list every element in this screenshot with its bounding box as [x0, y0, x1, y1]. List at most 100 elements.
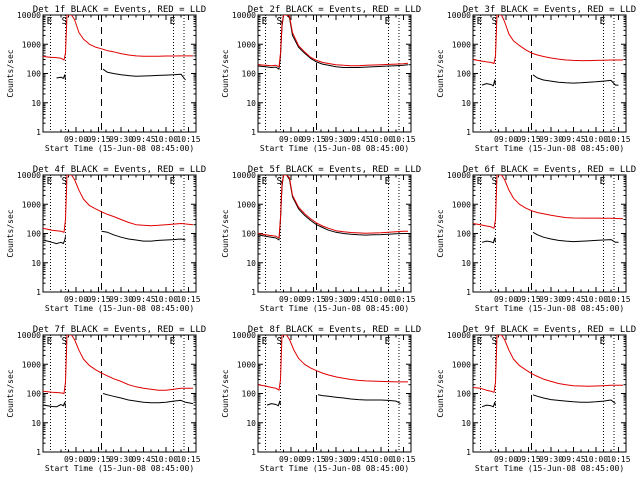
y-tick-label: 10 [31, 99, 41, 108]
y-tick-label: 10 [461, 259, 471, 268]
x-tick-label: 10:00 [584, 295, 608, 304]
x-tick-label: 09:00 [494, 135, 518, 144]
x-tick-label: 10:15 [606, 135, 630, 144]
interval-marker-label: S [492, 16, 498, 27]
y-tick-label: 1000 [237, 40, 256, 49]
series-line-lld [473, 15, 623, 64]
y-tick-label: 10 [31, 259, 41, 268]
y-tick-label: 100 [242, 390, 257, 399]
x-axis-label: Start Time (15-Jun-08 08:45:00) [45, 144, 194, 153]
x-tick-label: 09:15 [86, 455, 110, 464]
x-tick-label: 10:00 [154, 135, 178, 144]
y-tick-label: 100 [457, 70, 472, 79]
x-tick-label: 09:00 [279, 135, 303, 144]
panel-title: Det 6f BLACK = Events, RED = LLD [463, 165, 636, 175]
y-tick-label: 10 [461, 419, 471, 428]
x-tick-label: 10:15 [176, 455, 200, 464]
x-tick-label: 09:00 [494, 295, 518, 304]
x-tick-label: 09:15 [301, 295, 325, 304]
x-tick-label: 09:15 [516, 455, 540, 464]
interval-marker-label: E [262, 176, 268, 187]
series-line-lld [258, 15, 409, 68]
series-line-events [532, 231, 619, 243]
interval-marker-label: E [600, 16, 606, 27]
panel-det-8: Det 8f BLACK = Events, RED = LLD 1 10 100 10… [221, 325, 421, 473]
series-line-events [266, 400, 281, 407]
series-line-events [532, 394, 616, 404]
y-tick-label: 1 [251, 288, 256, 297]
series-line-events [481, 237, 496, 244]
panel-title: Det 2f BLACK = Events, RED = LLD [248, 5, 421, 15]
y-axis-label: Counts/sec [436, 209, 445, 257]
x-tick-label: 09:00 [64, 295, 88, 304]
x-tick-label: 09:30 [539, 135, 563, 144]
x-tick-label: 10:15 [606, 455, 630, 464]
y-tick-label: 10000 [447, 331, 471, 340]
x-tick-label: 09:15 [516, 135, 540, 144]
interval-marker-label: E [385, 176, 391, 187]
y-tick-label: 1000 [22, 200, 41, 209]
x-tick-label: 09:45 [561, 295, 585, 304]
series-group [473, 335, 623, 408]
series-group [258, 15, 409, 70]
x-tick-label: 09:30 [324, 455, 348, 464]
series-line-events [481, 79, 496, 87]
x-tick-label: 10:00 [369, 455, 393, 464]
x-tick-label: 09:45 [346, 455, 370, 464]
interval-marker-label: S [492, 176, 498, 187]
x-tick-label: 09:15 [301, 455, 325, 464]
y-tick-label: 100 [457, 230, 472, 239]
x-axis-label: Start Time (15-Jun-08 08:45:00) [260, 464, 409, 473]
y-tick-label: 1 [36, 288, 41, 297]
interval-marker-label: S [62, 16, 68, 27]
x-tick-label: 09:00 [494, 455, 518, 464]
x-tick-label: 09:15 [86, 135, 110, 144]
x-axis-label: Start Time (15-Jun-08 08:45:00) [475, 464, 624, 473]
series-line-lld [43, 335, 193, 394]
interval-marker-label: E [47, 176, 53, 187]
series-line-lld [473, 175, 624, 229]
x-tick-label: 10:00 [369, 135, 393, 144]
series-line-events [102, 68, 186, 81]
y-axis-label: Counts/sec [221, 209, 230, 257]
y-tick-label: 100 [27, 70, 42, 79]
y-axis-label: Counts/sec [221, 369, 230, 417]
interval-marker-label: E [170, 16, 176, 27]
x-tick-label: 09:00 [279, 295, 303, 304]
y-tick-label: 10000 [17, 331, 41, 340]
x-tick-label: 09:45 [131, 135, 155, 144]
x-tick-label: 10:15 [391, 135, 415, 144]
panel-det-5: Det 5f BLACK = Events, RED = LLD 1 10 100 10… [221, 165, 421, 313]
y-axis-label: Counts/sec [6, 209, 15, 257]
x-tick-label: 10:00 [584, 135, 608, 144]
x-axis-label: Start Time (15-Jun-08 08:45:00) [475, 144, 624, 153]
interval-marker-label: S [62, 176, 68, 187]
y-tick-label: 10000 [17, 11, 41, 20]
series-line-events [43, 401, 66, 408]
x-tick-label: 09:30 [109, 135, 133, 144]
interval-marker-label: S [492, 336, 498, 347]
interval-marker-label: E [47, 16, 53, 27]
panel-title: Det 5f BLACK = Events, RED = LLD [248, 165, 421, 175]
x-tick-label: 10:15 [606, 295, 630, 304]
interval-marker-label: E [47, 336, 53, 347]
y-axis-label: Counts/sec [436, 49, 445, 97]
series-line-lld [43, 15, 193, 61]
y-tick-label: 10000 [232, 331, 256, 340]
panel-det-4: Det 4f BLACK = Events, RED = LLD 1 10 100 10… [6, 165, 206, 313]
y-tick-label: 100 [27, 230, 42, 239]
y-tick-label: 1 [251, 448, 256, 457]
x-tick-label: 09:30 [539, 295, 563, 304]
interval-marker-label: S [277, 16, 283, 27]
panel-title: Det 8f BLACK = Events, RED = LLD [248, 325, 421, 335]
panel-det-2: Det 2f BLACK = Events, RED = LLD 1 10 100 10… [221, 5, 421, 153]
interval-marker-label: E [600, 336, 606, 347]
interval-marker-label: E [477, 336, 483, 347]
interval-marker-label: E [170, 336, 176, 347]
y-tick-label: 1000 [237, 200, 256, 209]
y-tick-label: 1000 [452, 200, 471, 209]
panel-det-3: Det 3f BLACK = Events, RED = LLD 1 10 100 10… [436, 5, 636, 153]
series-line-events [481, 401, 496, 408]
y-tick-label: 10 [246, 259, 256, 268]
